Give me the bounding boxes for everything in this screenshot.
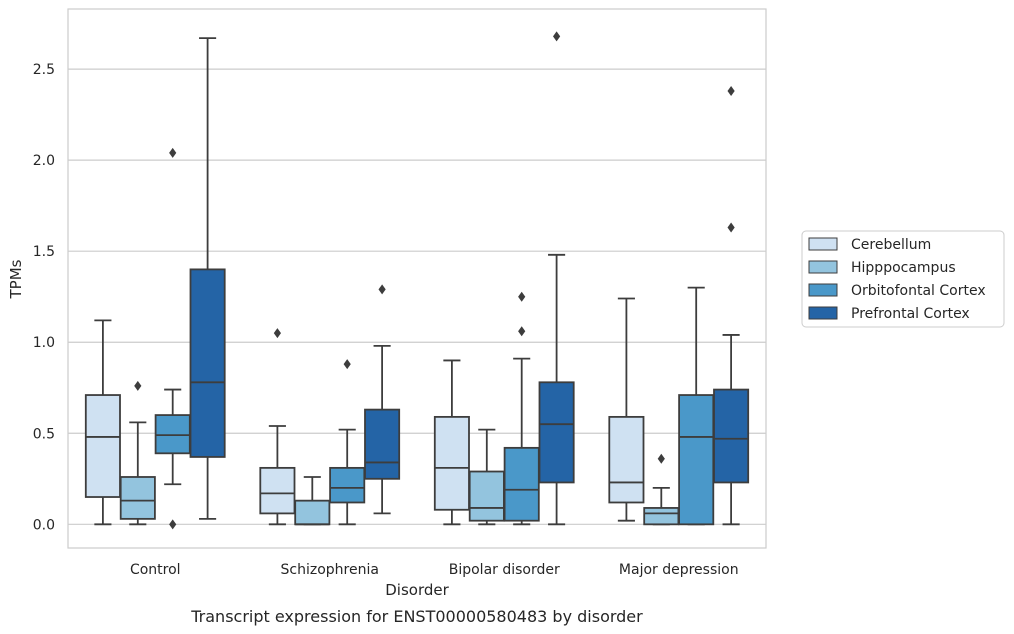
box-iqr [713,388,750,484]
box-iqr [294,499,331,526]
y-tick-label: 2.5 [33,62,55,78]
y-tick-label: 0.5 [33,426,55,442]
x-tick-label: Bipolar disorder [449,562,560,578]
box-iqr [503,446,540,522]
y-tick-label: 2.0 [33,153,55,169]
outlier-marker [727,222,735,233]
plot-area [67,8,767,549]
y-tick-label: 0.0 [33,517,55,533]
outlier-marker [727,85,735,96]
box-iqr [678,394,715,526]
legend-label: Cerebellum [851,237,931,253]
box-item [538,31,575,526]
outlier-marker [518,291,526,302]
box-item [329,359,366,526]
box-item [189,37,226,520]
x-axis-label: Disorder [385,581,449,599]
chart-caption: Transcript expression for ENST0000058048… [190,607,643,626]
box-item [119,380,156,526]
legend-label: Prefrontal Cortex [851,306,970,322]
outlier-marker [553,31,561,42]
box-item [468,428,505,526]
box-item [503,291,540,526]
box-iqr [119,476,156,520]
box-iqr [189,268,226,458]
legend-swatch [808,283,838,297]
y-axis-ticks: 0.0 0.5 1.0 1.5 2.0 2.5 [33,62,55,533]
outlier-marker [134,380,142,391]
box-iqr [643,507,680,526]
legend-frame [801,230,1005,328]
y-axis-label: TPMs [7,259,25,299]
outlier-marker [343,359,351,370]
box-item [294,476,331,526]
y-tick-label: 1.5 [33,244,55,260]
box-iqr [433,415,470,511]
legend-label: Hipppocampus [851,260,956,276]
box-item [678,286,715,526]
series-orbitofontal-cortex [154,147,715,530]
y-tick-label: 1.0 [33,335,55,351]
legend-swatch [808,260,838,274]
legend-swatch [808,306,838,320]
box-iqr [154,414,191,455]
x-tick-label: Control [130,562,181,578]
x-axis-ticks: Control Schizophrenia Bipolar disorder Majo… [130,562,739,578]
outlier-marker [169,519,177,530]
legend-swatch [808,237,838,251]
box-item [433,359,470,526]
series-hipppocampus [119,380,680,526]
legend: Cerebellum Hipppocampus Orbitofontal Corte… [801,230,1005,328]
box-iqr [468,470,505,522]
outlier-marker [169,147,177,158]
box-iqr [538,381,575,484]
series-prefrontal-cortex [189,31,750,526]
box-item [259,328,296,526]
outlier-marker [518,326,526,337]
box-iqr [84,394,121,498]
box-item [713,85,750,526]
box-item [608,297,645,522]
outlier-marker [657,453,665,464]
box-item [364,284,401,515]
outlier-marker [378,284,386,295]
legend-label: Orbitofontal Cortex [851,283,986,299]
box-iqr [364,408,401,480]
x-tick-label: Schizophrenia [281,562,379,578]
x-tick-label: Major depression [619,562,739,578]
box-series [84,31,750,530]
series-cerebellum [84,297,645,526]
box-iqr [329,466,366,504]
box-iqr [259,466,296,515]
box-item [643,453,680,526]
box-item [84,319,121,526]
box-iqr [608,415,645,504]
outlier-marker [273,328,281,339]
box-item [154,147,191,530]
